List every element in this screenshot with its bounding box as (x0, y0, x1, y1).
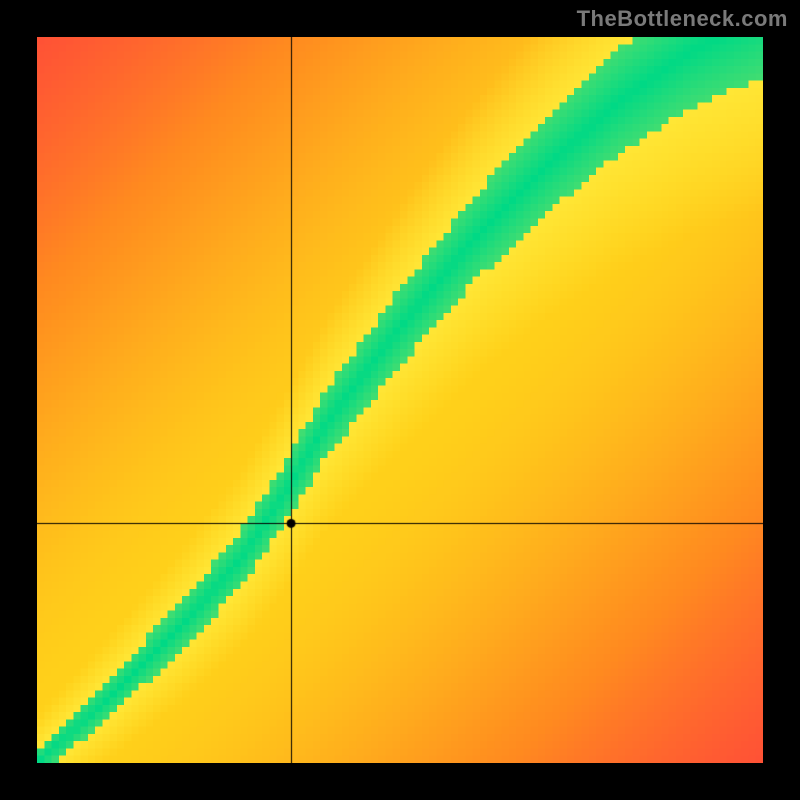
crosshair-overlay (37, 37, 763, 763)
watermark-text: TheBottleneck.com (577, 6, 788, 32)
chart-root: TheBottleneck.com (0, 0, 800, 800)
